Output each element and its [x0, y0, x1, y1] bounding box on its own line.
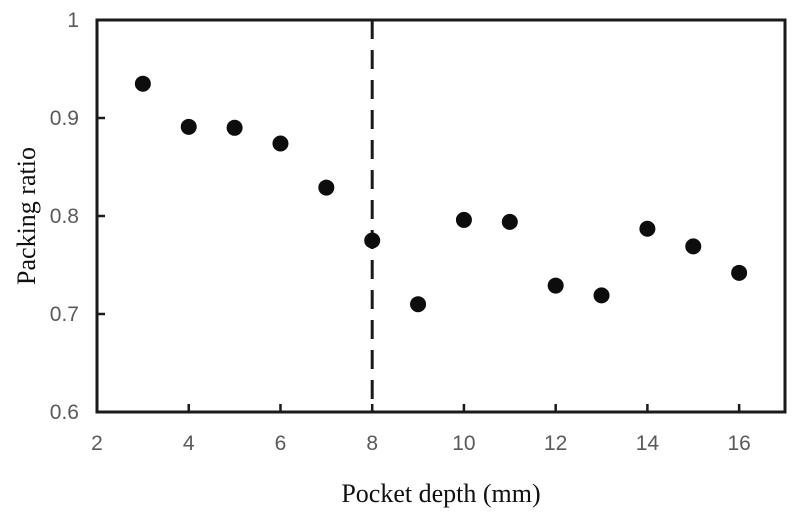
- data-point: [180, 118, 197, 135]
- x-tick-label: 12: [544, 432, 567, 455]
- data-point: [731, 264, 748, 281]
- x-axis-title: Pocket depth (mm): [341, 479, 541, 508]
- plot-border: [95, 18, 787, 414]
- y-tick-label: 0.8: [50, 205, 79, 228]
- data-point: [364, 232, 381, 249]
- data-point: [272, 135, 289, 152]
- data-point: [455, 211, 472, 228]
- x-tick-label: 10: [452, 432, 475, 455]
- data-point: [547, 277, 564, 294]
- data-point: [410, 296, 427, 313]
- x-tick-label: 16: [727, 432, 750, 455]
- data-point: [318, 179, 335, 196]
- x-tick-label: 8: [366, 432, 378, 455]
- data-point: [639, 220, 656, 237]
- y-tick-label: 1: [67, 9, 79, 32]
- x-tick-label: 2: [91, 432, 103, 455]
- data-point: [226, 119, 243, 136]
- x-tick-label: 14: [636, 432, 660, 455]
- data-point: [134, 75, 151, 92]
- data-point: [501, 213, 518, 230]
- y-tick-label: 0.9: [50, 107, 79, 130]
- x-tick-label: 4: [183, 432, 195, 455]
- data-point: [593, 287, 610, 304]
- x-tick-label: 6: [275, 432, 287, 455]
- y-tick-label: 0.7: [50, 303, 79, 326]
- y-axis-title: Packing ratio: [12, 147, 41, 285]
- data-point: [685, 238, 702, 255]
- y-tick-label: 0.6: [50, 401, 79, 424]
